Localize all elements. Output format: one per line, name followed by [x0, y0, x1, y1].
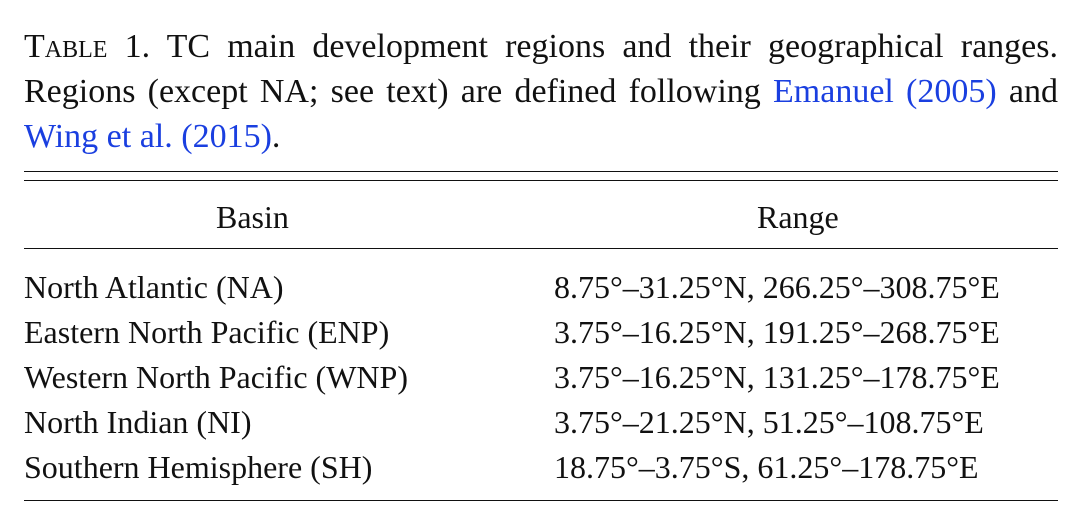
table-caption: Table 1. TC main development regions and…	[24, 24, 1058, 159]
range-cell: 3.75°–16.25°N, 131.25°–178.75°E	[554, 359, 1000, 395]
table-row: Southern Hemisphere (SH) 18.75°–3.75°S, …	[24, 445, 1058, 490]
caption-text: TC main development regions and their ge…	[24, 28, 1058, 110]
caption-period: .	[271, 118, 281, 155]
basin-cell: Southern Hemisphere (SH)	[24, 449, 373, 485]
table-top-rule	[24, 171, 1058, 172]
range-cell: 18.75°–3.75°S, 61.25°–178.75°E	[554, 449, 979, 485]
column-header-basin: Basin	[216, 199, 289, 235]
reference-link-emanuel-2005[interactable]: Emanuel (2005)	[773, 73, 997, 110]
basin-cell: Eastern North Pacific (ENP)	[24, 314, 390, 350]
range-cell: 3.75°–16.25°N, 191.25°–268.75°E	[554, 314, 1000, 350]
reference-link-wing-2015[interactable]: Wing et al. (2015)	[24, 118, 272, 155]
column-header-range: Range	[757, 199, 839, 235]
table-label: Table 1.	[24, 28, 151, 65]
table-top-rule-second	[24, 180, 1058, 181]
basin-cell: North Atlantic (NA)	[24, 269, 284, 305]
table-row: Eastern North Pacific (ENP) 3.75°–16.25°…	[24, 310, 1058, 355]
range-cell: 3.75°–21.25°N, 51.25°–108.75°E	[554, 404, 984, 440]
table-row: Western North Pacific (WNP) 3.75°–16.25°…	[24, 355, 1058, 400]
table-bottom-rule	[24, 500, 1058, 501]
basin-cell: North Indian (NI)	[24, 404, 252, 440]
basin-cell: Western North Pacific (WNP)	[24, 359, 408, 395]
table-row: North Indian (NI) 3.75°–21.25°N, 51.25°–…	[24, 400, 1058, 445]
header-rule	[24, 248, 1058, 249]
caption-conjunction: and	[996, 73, 1058, 110]
table-row: North Atlantic (NA) 8.75°–31.25°N, 266.2…	[24, 265, 1058, 310]
range-cell: 8.75°–31.25°N, 266.25°–308.75°E	[554, 269, 1000, 305]
table-body: North Atlantic (NA) 8.75°–31.25°N, 266.2…	[24, 265, 1058, 490]
